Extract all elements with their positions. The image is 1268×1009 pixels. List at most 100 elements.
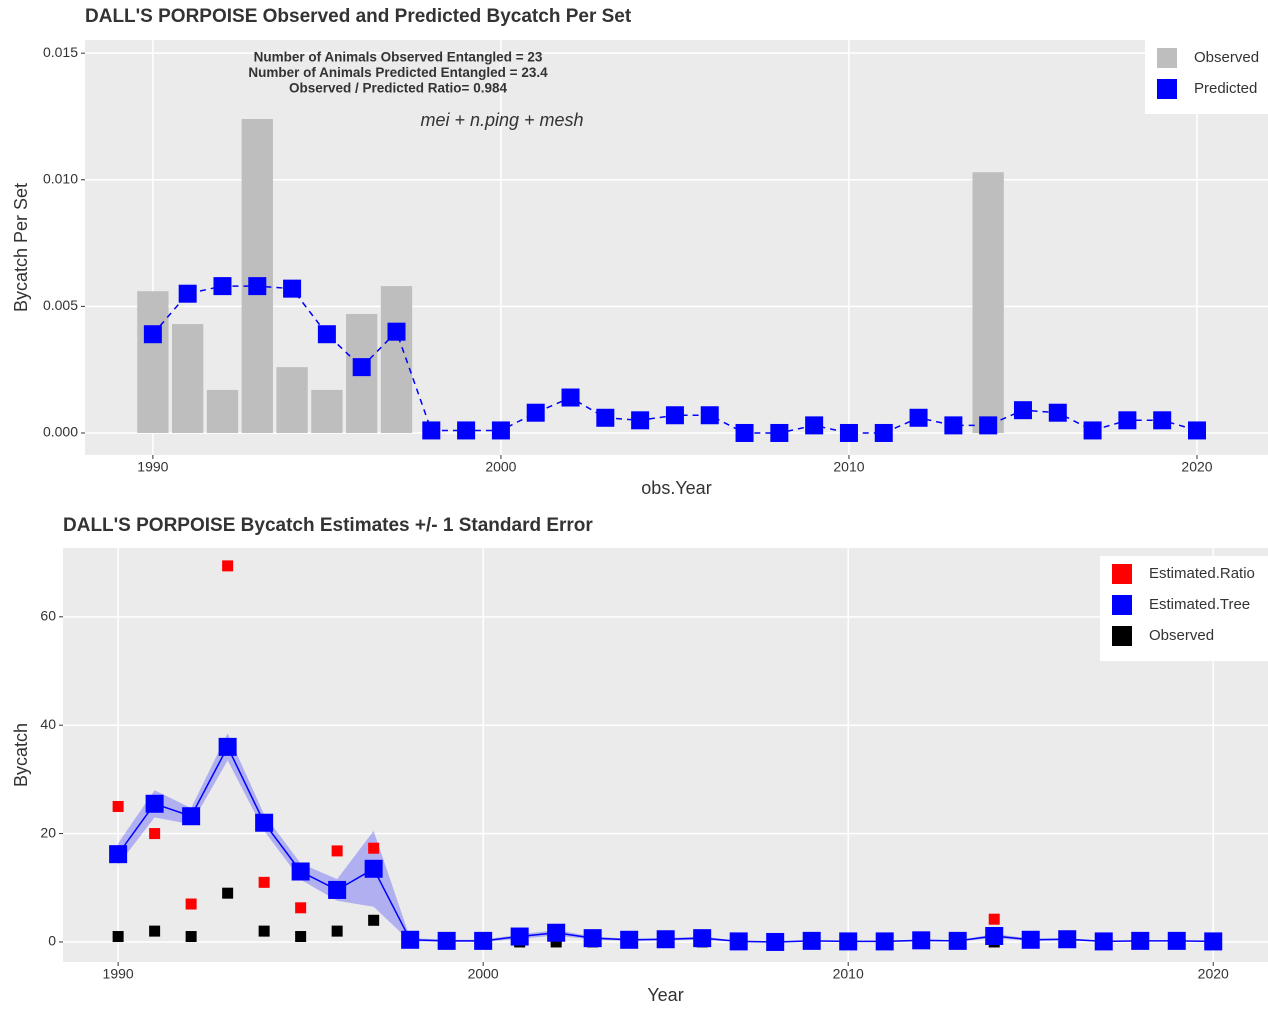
point: [368, 914, 380, 926]
point: [317, 325, 336, 344]
point: [1167, 931, 1186, 950]
point: [1131, 931, 1150, 950]
point: [331, 845, 343, 857]
point: [109, 845, 128, 864]
bar: [241, 118, 273, 433]
annotation: Observed / Predicted Ratio= 0.984: [289, 81, 507, 96]
point: [665, 406, 684, 425]
x-axis-label: obs.Year: [641, 478, 711, 498]
point: [387, 322, 406, 341]
bar: [311, 389, 343, 433]
point: [145, 794, 164, 813]
y-tick-label: 0: [48, 933, 56, 949]
point: [248, 277, 267, 296]
point: [596, 408, 615, 427]
point: [729, 932, 748, 951]
point: [178, 284, 197, 303]
point: [1013, 401, 1032, 420]
y-tick-label: 0.005: [43, 297, 78, 313]
point: [185, 898, 197, 910]
y-tick-label: 0.010: [43, 170, 78, 186]
point: [912, 931, 931, 950]
point: [149, 925, 161, 937]
point: [583, 929, 602, 948]
point: [143, 325, 162, 344]
point: [1058, 930, 1077, 949]
point: [258, 925, 270, 937]
legend-swatch: [1112, 626, 1132, 646]
point: [491, 421, 510, 440]
point: [182, 807, 201, 826]
point: [770, 423, 789, 442]
point: [948, 931, 967, 950]
bar: [137, 291, 169, 433]
point: [700, 406, 719, 425]
legend-label: Estimated.Tree: [1149, 596, 1250, 613]
point: [656, 930, 675, 949]
point: [1048, 403, 1067, 422]
point: [295, 931, 307, 943]
point: [909, 408, 928, 427]
point: [1118, 411, 1137, 430]
point: [631, 411, 650, 430]
point: [620, 930, 639, 949]
point: [258, 876, 270, 888]
point: [112, 800, 124, 812]
point: [457, 421, 476, 440]
point: [802, 931, 821, 950]
y-tick-label: 0.000: [43, 424, 78, 440]
point: [988, 913, 1000, 925]
point: [839, 932, 858, 951]
point: [368, 842, 380, 854]
point: [331, 925, 343, 937]
x-tick-label: 2010: [833, 966, 864, 982]
formula: mei + n.ping + mesh: [420, 110, 583, 130]
x-axis-label: Year: [647, 985, 683, 1005]
legend-label: Predicted: [1194, 80, 1257, 97]
x-tick-label: 2000: [485, 459, 516, 475]
legend-label: Observed: [1194, 49, 1259, 66]
plot-panel: [63, 548, 1268, 962]
point: [1187, 421, 1206, 440]
point: [474, 931, 493, 950]
point: [401, 930, 420, 949]
annotation: Number of Animals Observed Entangled = 2…: [254, 50, 543, 65]
point: [222, 560, 234, 572]
point: [328, 880, 347, 899]
point: [766, 932, 785, 951]
point: [735, 423, 754, 442]
bar: [972, 172, 1004, 433]
point: [295, 902, 307, 914]
point: [149, 828, 161, 840]
bar: [380, 286, 413, 433]
y-tick-label: 20: [40, 824, 56, 840]
point: [1153, 411, 1172, 430]
point: [979, 416, 998, 435]
point: [352, 358, 371, 377]
bar: [172, 324, 204, 433]
legend-swatch: [1157, 79, 1177, 99]
x-tick-label: 2010: [833, 459, 864, 475]
point: [693, 929, 712, 948]
point: [222, 887, 234, 899]
point: [526, 403, 545, 422]
point: [283, 279, 302, 298]
point: [547, 923, 566, 942]
y-tick-label: 0.015: [43, 44, 78, 60]
x-tick-label: 2020: [1198, 966, 1229, 982]
annotation: Number of Animals Predicted Entangled = …: [248, 65, 548, 80]
y-tick-label: 40: [40, 716, 56, 732]
point: [561, 388, 580, 407]
point: [875, 932, 894, 951]
point: [291, 862, 310, 881]
legend-label: Estimated.Ratio: [1149, 565, 1255, 582]
point: [218, 737, 237, 756]
point: [874, 423, 893, 442]
x-tick-label: 2000: [468, 966, 499, 982]
point: [255, 813, 274, 832]
legend-swatch: [1112, 564, 1132, 584]
legend-swatch: [1157, 48, 1177, 68]
legend-swatch: [1112, 595, 1132, 615]
point: [550, 936, 562, 948]
